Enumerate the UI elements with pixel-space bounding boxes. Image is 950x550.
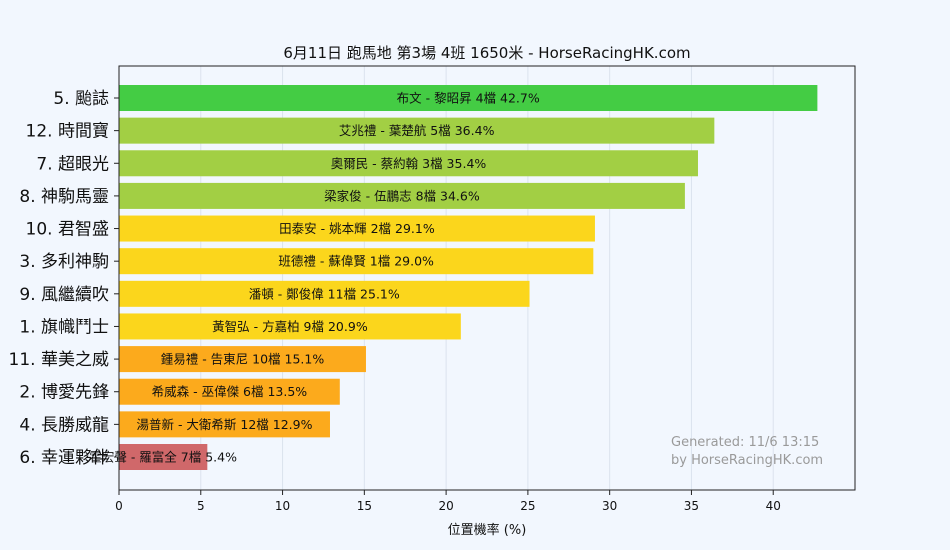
- x-tick-label: 25: [520, 499, 535, 513]
- bar: [119, 313, 461, 340]
- x-tick-label: 0: [115, 499, 123, 513]
- category-label: 3. 多利神駒: [19, 252, 109, 272]
- bar-label: 布文 - 黎昭昇 4檔 42.7%: [397, 91, 540, 106]
- bar-label: 班德禮 - 蘇偉賢 1檔 29.0%: [278, 254, 434, 269]
- bar: [119, 248, 594, 275]
- y-axis-labels: 5. 颱誌 12. 時間寶 7. 超眼光 8. 神駒馬靈 10. 君智盛 3. 多利神駒 9…: [9, 89, 119, 468]
- bar-label: 艾兆禮 - 葉楚航 5檔 36.4%: [339, 123, 495, 138]
- category-label: 10. 君智盛: [26, 220, 109, 240]
- x-tick-label: 5: [197, 499, 205, 513]
- bar: [119, 378, 340, 405]
- bar: [119, 215, 595, 242]
- bar: [119, 411, 330, 438]
- bar-label: 鍾易禮 - 告東尼 10檔 15.1%: [161, 352, 325, 367]
- x-tick-label: 35: [684, 499, 699, 513]
- category-label: 6. 幸運夥伴: [19, 448, 109, 468]
- bar: [119, 85, 818, 111]
- bar: [119, 346, 366, 373]
- x-tick-label: 15: [357, 499, 372, 513]
- bar-label: 希威森 - 巫偉傑 6檔 13.5%: [152, 384, 308, 399]
- watermark-generated: Generated: 11/6 13:15: [671, 435, 819, 450]
- x-axis-ticks: 0 5 10 15 20 25 30 35 40: [115, 490, 781, 513]
- bar-label: 霍宏聲 - 羅富全 7檔 5.4%: [89, 450, 237, 465]
- bar: [119, 280, 530, 307]
- category-label: 11. 華美之威: [9, 350, 109, 370]
- bar-label: 湯普新 - 大衛希斯 12檔 12.9%: [136, 417, 312, 432]
- category-label: 12. 時間寶: [26, 121, 109, 142]
- x-tick-label: 30: [602, 499, 617, 513]
- bar: [119, 182, 685, 209]
- category-label: 7. 超眼光: [36, 154, 109, 174]
- bar-label: 潘頓 - 鄭俊偉 11檔 25.1%: [249, 286, 400, 301]
- bar: [119, 444, 208, 470]
- x-tick-label: 10: [275, 499, 290, 513]
- x-tick-label: 20: [438, 499, 453, 513]
- category-label: 8. 神駒馬靈: [19, 187, 109, 207]
- category-label: 9. 風繼續吹: [19, 285, 109, 305]
- bar: [119, 150, 698, 177]
- category-label: 2. 博愛先鋒: [19, 383, 109, 403]
- bar-label: 梁家俊 - 伍鵬志 8檔 34.6%: [324, 188, 480, 203]
- chart-title: 6月11日 跑馬地 第3場 4班 1650米 - HorseRacingHK.c…: [283, 44, 690, 62]
- bar-label: 黃智弘 - 方嘉柏 9檔 20.9%: [212, 319, 368, 334]
- category-label: 4. 長勝威龍: [19, 415, 109, 435]
- bar-label: 田泰安 - 姚本輝 2檔 29.1%: [279, 221, 435, 236]
- category-label: 5. 颱誌: [53, 89, 109, 109]
- plot-frame: [118, 65, 856, 491]
- x-tick-label: 40: [766, 499, 781, 513]
- category-label: 1. 旗幟鬥士: [19, 317, 109, 337]
- watermark-site: by HorseRacingHK.com: [671, 453, 823, 468]
- x-axis-label: 位置機率 (%): [448, 522, 527, 538]
- bar-label: 奧爾民 - 蔡約翰 3檔 35.4%: [331, 156, 487, 171]
- bars: 布文 - 黎昭昇 4檔 42.7% 艾兆禮 - 葉楚航 5檔 36.4% 奧爾民 -…: [89, 85, 818, 470]
- bar: [119, 117, 715, 144]
